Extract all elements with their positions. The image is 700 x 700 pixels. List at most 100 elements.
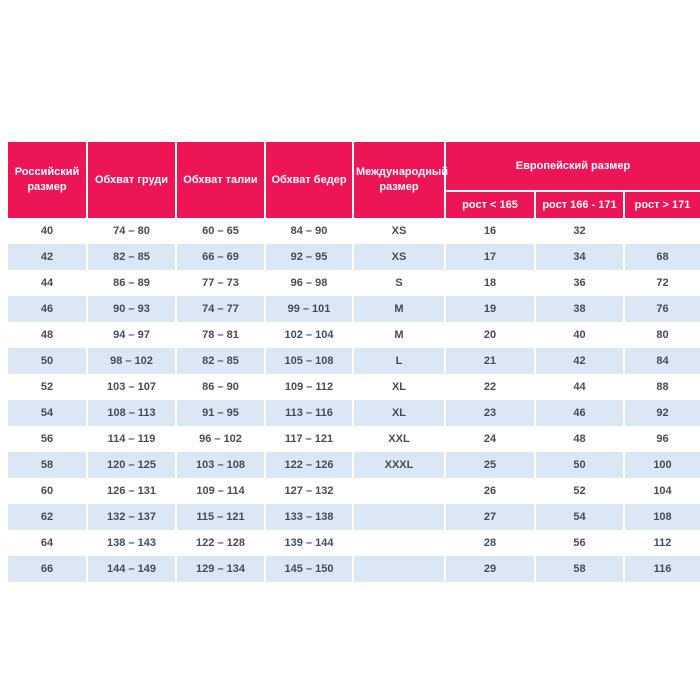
table-cell: 44 — [8, 270, 88, 296]
table-cell: 120 – 125 — [88, 452, 177, 478]
table-row: 66 144 – 149 129 – 134 145 – 150 29 58 116 — [8, 556, 700, 582]
table-cell: 48 — [8, 322, 88, 348]
table-cell: 92 – 95 — [266, 244, 354, 270]
table-cell: 32 — [536, 218, 625, 244]
table-cell: 50 — [8, 348, 88, 374]
table-cell: 46 — [536, 400, 625, 426]
table-cell: 27 — [446, 504, 536, 530]
table-cell: S — [354, 270, 446, 296]
column-header-waist: Обхват талии — [177, 142, 266, 218]
table-cell: 122 – 126 — [266, 452, 354, 478]
table-row: 40 74 – 80 60 – 65 84 – 90 XS 16 32 — [8, 218, 700, 244]
table-cell: 82 – 85 — [88, 244, 177, 270]
table-cell: 80 — [625, 322, 700, 348]
table-cell: XL — [354, 400, 446, 426]
table-cell: 36 — [536, 270, 625, 296]
size-table: Российский размер Обхват груди Обхват та… — [8, 142, 700, 582]
table-cell: 26 — [446, 478, 536, 504]
table-cell: 66 – 69 — [177, 244, 266, 270]
table-cell: 112 — [625, 530, 700, 556]
table-row: 54 108 – 113 91 – 95 113 – 116 XL 23 46 92 — [8, 400, 700, 426]
table-cell: 90 – 93 — [88, 296, 177, 322]
table-cell: 138 – 143 — [88, 530, 177, 556]
table-cell: 38 — [536, 296, 625, 322]
table-cell: 24 — [446, 426, 536, 452]
table-cell: 88 — [625, 374, 700, 400]
table-cell: 20 — [446, 322, 536, 348]
table-cell: 66 — [8, 556, 88, 582]
table-cell: 99 – 101 — [266, 296, 354, 322]
table-cell: 91 – 95 — [177, 400, 266, 426]
table-cell: M — [354, 322, 446, 348]
table-cell: 102 – 104 — [266, 322, 354, 348]
table-row: 48 94 – 97 78 – 81 102 – 104 M 20 40 80 — [8, 322, 700, 348]
table-cell: 29 — [446, 556, 536, 582]
table-cell: 25 — [446, 452, 536, 478]
table-cell — [354, 504, 446, 530]
table-cell: 52 — [536, 478, 625, 504]
table-cell: 133 – 138 — [266, 504, 354, 530]
table-cell: 54 — [536, 504, 625, 530]
table-cell: L — [354, 348, 446, 374]
table-row: 60 126 – 131 109 – 114 127 – 132 26 52 104 — [8, 478, 700, 504]
table-cell: 113 – 116 — [266, 400, 354, 426]
table-cell: 28 — [446, 530, 536, 556]
table-cell: 109 – 112 — [266, 374, 354, 400]
table-cell: 96 — [625, 426, 700, 452]
table-cell: 46 — [8, 296, 88, 322]
table-cell: 68 — [625, 244, 700, 270]
table-cell: 82 – 85 — [177, 348, 266, 374]
table-cell: 100 — [625, 452, 700, 478]
table-cell — [354, 530, 446, 556]
table-cell: 58 — [536, 556, 625, 582]
table-cell — [354, 556, 446, 582]
table-cell: XS — [354, 244, 446, 270]
table-cell: 60 — [8, 478, 88, 504]
table-cell: 84 — [625, 348, 700, 374]
table-cell: 34 — [536, 244, 625, 270]
table-cell: 60 – 65 — [177, 218, 266, 244]
table-cell: 21 — [446, 348, 536, 374]
table-cell — [354, 478, 446, 504]
table-cell: 86 – 90 — [177, 374, 266, 400]
table-cell: 42 — [8, 244, 88, 270]
table-cell: 44 — [536, 374, 625, 400]
table-cell: 40 — [536, 322, 625, 348]
table-cell: XL — [354, 374, 446, 400]
table-cell: 19 — [446, 296, 536, 322]
table-cell: 92 — [625, 400, 700, 426]
table-cell: 114 – 119 — [88, 426, 177, 452]
table-cell: 117 – 121 — [266, 426, 354, 452]
table-cell: XS — [354, 218, 446, 244]
table-cell: 62 — [8, 504, 88, 530]
table-cell: 77 – 73 — [177, 270, 266, 296]
table-cell: 18 — [446, 270, 536, 296]
table-cell: 96 – 98 — [266, 270, 354, 296]
table-cell: 126 – 131 — [88, 478, 177, 504]
table-cell: 56 — [8, 426, 88, 452]
table-cell: 108 – 113 — [88, 400, 177, 426]
table-cell: 116 — [625, 556, 700, 582]
column-header-chest: Обхват груди — [88, 142, 177, 218]
table-cell: 54 — [8, 400, 88, 426]
table-cell: 139 – 144 — [266, 530, 354, 556]
table-cell: XXXL — [354, 452, 446, 478]
table-cell: 132 – 137 — [88, 504, 177, 530]
table-cell: 17 — [446, 244, 536, 270]
table-row: 42 82 – 85 66 – 69 92 – 95 XS 17 34 68 — [8, 244, 700, 270]
table-cell: 104 — [625, 478, 700, 504]
table-row: 64 138 – 143 122 – 128 139 – 144 28 56 112 — [8, 530, 700, 556]
table-cell: 58 — [8, 452, 88, 478]
size-table-container: Российский размер Обхват груди Обхват та… — [8, 142, 700, 582]
header-row-sub: рост < 165 рост 166 - 171 рост > 171 — [8, 192, 700, 218]
table-cell: 16 — [446, 218, 536, 244]
table-cell: 115 – 121 — [177, 504, 266, 530]
table-cell: 86 – 89 — [88, 270, 177, 296]
size-table-body: 40 74 – 80 60 – 65 84 – 90 XS 16 32 42 82 – 85 66… — [8, 218, 700, 582]
table-row: 62 132 – 137 115 – 121 133 – 138 27 54 108 — [8, 504, 700, 530]
header-row-main: Российский размер Обхват груди Обхват та… — [8, 142, 700, 218]
table-cell: 50 — [536, 452, 625, 478]
table-cell: 78 – 81 — [177, 322, 266, 348]
table-cell: 72 — [625, 270, 700, 296]
